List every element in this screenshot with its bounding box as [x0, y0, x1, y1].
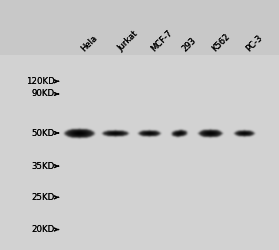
Text: 90KD: 90KD: [31, 90, 54, 98]
Text: PC-3: PC-3: [244, 33, 264, 53]
Text: MCF-7: MCF-7: [149, 28, 174, 53]
Text: 293: 293: [180, 36, 198, 53]
Text: 35KD: 35KD: [31, 162, 54, 171]
Text: 25KD: 25KD: [31, 193, 54, 202]
Text: 293: 293: [180, 36, 198, 53]
Text: 120KD: 120KD: [26, 77, 54, 86]
Text: 50KD: 50KD: [31, 128, 54, 138]
Text: 35KD: 35KD: [31, 162, 54, 171]
Text: PC-3: PC-3: [244, 33, 264, 53]
Text: Jurkat: Jurkat: [116, 29, 140, 53]
Text: K562: K562: [211, 32, 232, 53]
FancyBboxPatch shape: [0, 55, 60, 250]
Text: MCF-7: MCF-7: [149, 28, 174, 53]
Text: Hela: Hela: [80, 33, 99, 53]
Text: 90KD: 90KD: [31, 90, 54, 98]
Text: 25KD: 25KD: [31, 193, 54, 202]
Text: Jurkat: Jurkat: [116, 29, 140, 53]
Text: Hela: Hela: [80, 33, 99, 53]
Text: 20KD: 20KD: [31, 225, 54, 234]
Text: K562: K562: [211, 32, 232, 53]
Text: 20KD: 20KD: [31, 225, 54, 234]
Text: 120KD: 120KD: [26, 77, 54, 86]
Text: 50KD: 50KD: [31, 128, 54, 138]
